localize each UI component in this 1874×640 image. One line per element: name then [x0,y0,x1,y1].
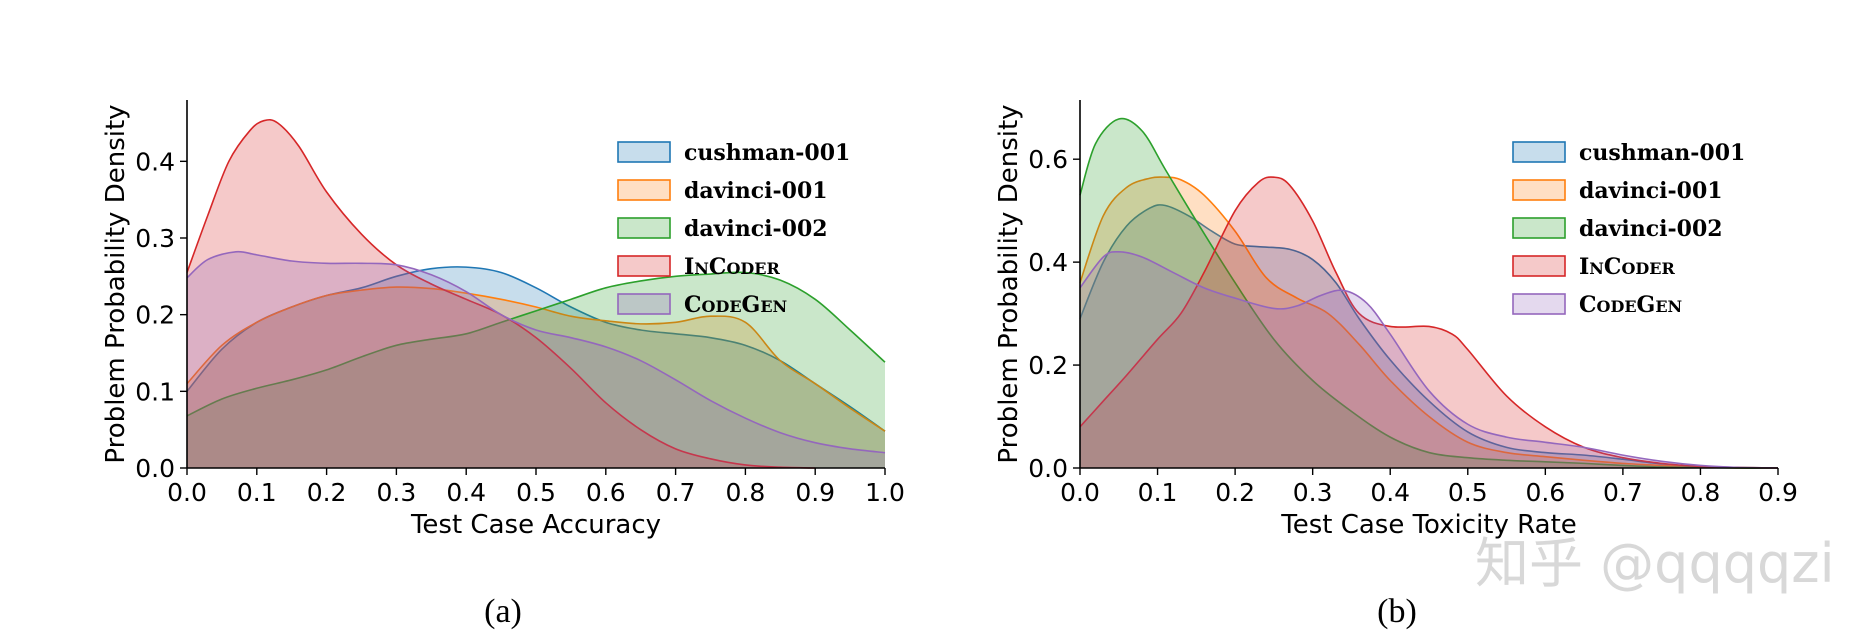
legend-label: INCODER [1579,254,1675,280]
x-tick-label: 0.0 [167,478,207,507]
x-tick-label: 0.4 [446,478,486,507]
x-tick-label: 0.5 [1448,478,1488,507]
density-areas [1079,117,1779,469]
y-tick-label: 0.6 [1028,145,1068,174]
area-davinci-002 [187,272,885,468]
x-tick-label: 0.1 [1138,478,1178,507]
y-tick-label: 0.4 [135,147,175,176]
x-tick-label: 0.3 [1293,478,1333,507]
y-tick-label: 0.3 [135,224,175,253]
y-tick-label: 0.2 [1028,351,1068,380]
line-davinci-001 [186,286,886,432]
legend-item: CODEGEN [1512,292,1682,318]
legend-item: davinci-002 [1512,216,1723,242]
x-tick-label: 0.6 [586,478,626,507]
legend-swatch [617,179,671,201]
watermark: 知乎 @qqqqzi [1475,532,1835,595]
area-incoder [187,119,816,469]
area-davinci-001 [1080,176,1778,469]
x-tick-label: 0.1 [237,478,277,507]
legend-swatch [1512,141,1566,163]
legend: cushman-001 davinci-001 davinci-002 INCODER… [617,140,850,318]
legend-swatch [617,255,671,277]
x-axis-label: Test Case Toxicity Rate [1280,510,1577,540]
chart-b: 0.0 0.1 0.2 0.3 0.4 0.5 0.6 0.7 0.8 0.9 0.0 0.2 0.4 0… [994,100,1798,630]
legend-swatch [1512,293,1566,315]
y-axis-label: Problem Probability Density [101,104,131,463]
line-davinci-002 [1079,117,1779,469]
area-davinci-001 [187,287,885,468]
legend-swatch [1512,255,1566,277]
legend-item: cushman-001 [1512,140,1745,166]
legend-swatch [1512,217,1566,239]
area-codegen [187,251,885,468]
y-tick-label: 0.0 [135,454,175,483]
legend-label: cushman-001 [684,140,850,166]
line-codegen [1079,250,1779,469]
y-axis-label: Problem Probability Density [994,104,1024,463]
legend-swatch [617,141,671,163]
legend-label: davinci-002 [1579,216,1723,242]
area-cushman-001 [187,266,885,468]
legend-swatch [617,217,671,239]
legend-label: CODEGEN [684,292,787,318]
y-tick-label: 0.2 [135,301,175,330]
legend-swatch [1512,179,1566,201]
legend-label: davinci-002 [684,216,828,242]
legend-label: davinci-001 [1579,178,1723,204]
x-tick-label: 0.8 [1681,478,1721,507]
line-incoder [186,118,816,469]
x-tick-label: 0.7 [1603,478,1643,507]
x-tick-label: 0.2 [307,478,347,507]
legend-item: davinci-001 [1512,178,1723,204]
line-codegen [186,250,886,454]
legend-label: cushman-001 [1579,140,1745,166]
area-incoder [1080,177,1778,468]
x-tick-label: 0.9 [1758,478,1798,507]
area-cushman-001 [1080,204,1778,468]
axes: 0.0 0.1 0.2 0.3 0.4 0.5 0.6 0.7 0.8 0.9 1.0 0.0 0.1 0… [135,100,905,507]
legend-item: davinci-002 [617,216,828,242]
legend-label: davinci-001 [684,178,828,204]
x-tick-label: 0.6 [1525,478,1565,507]
y-tick-label: 0.0 [1028,454,1068,483]
x-axis-label: Test Case Accuracy [410,510,661,540]
x-tick-label: 0.8 [726,478,766,507]
density-areas [186,118,886,469]
line-davinci-001 [1079,176,1779,469]
legend-swatch [617,293,671,315]
y-tick-label: 0.4 [1028,248,1068,277]
x-tick-label: 0.5 [516,478,556,507]
legend-item: davinci-001 [617,178,828,204]
legend-item: cushman-001 [617,140,850,166]
legend-label: INCODER [684,254,780,280]
legend: cushman-001 davinci-001 davinci-002 INCODER… [1512,140,1745,318]
legend-label: CODEGEN [1579,292,1682,318]
axes: 0.0 0.1 0.2 0.3 0.4 0.5 0.6 0.7 0.8 0.9 0.0 0.2 0.4 0… [1028,100,1798,507]
legend-item: INCODER [1512,254,1675,280]
legend-item: INCODER [617,254,780,280]
x-tick-label: 0.0 [1060,478,1100,507]
chart-a: 0.0 0.1 0.2 0.3 0.4 0.5 0.6 0.7 0.8 0.9 1.0 0.0 0.1 0… [101,100,905,630]
area-davinci-002 [1080,118,1778,469]
line-cushman-001 [1079,204,1779,469]
area-codegen [1080,251,1778,468]
legend-item: CODEGEN [617,292,787,318]
subfigure-caption: (b) [1377,593,1417,630]
x-tick-label: 0.9 [795,478,835,507]
line-davinci-002 [186,271,886,417]
x-tick-label: 1.0 [865,478,905,507]
x-tick-label: 0.7 [656,478,696,507]
x-tick-label: 0.2 [1215,478,1255,507]
x-tick-label: 0.3 [377,478,417,507]
subfigure-caption: (a) [484,593,522,630]
x-tick-label: 0.4 [1370,478,1410,507]
line-incoder [1079,176,1779,469]
y-tick-label: 0.1 [135,377,175,406]
